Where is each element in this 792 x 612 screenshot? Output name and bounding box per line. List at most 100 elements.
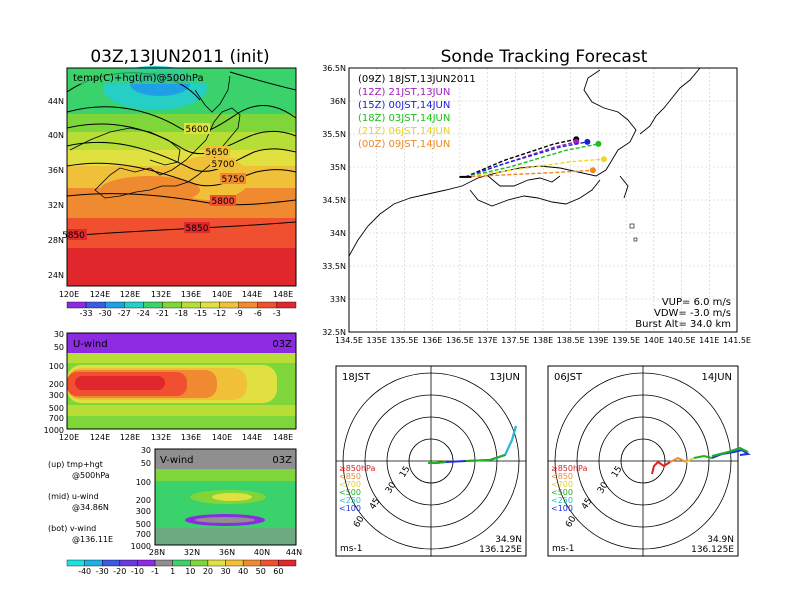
contour-label-5600: 5600 [184, 123, 210, 135]
note-bot-line1: (bot) v-wind [48, 524, 96, 533]
colorbar-swatch [85, 301, 106, 309]
colorbar-label: 20 [203, 567, 213, 576]
sonde-title: Sonde Tracking Forecast [441, 47, 648, 67]
map-500hpa-title: 03Z,13JUN2011 (init) [90, 47, 269, 67]
sonde-ytick: 34N [330, 229, 346, 238]
sonde-xtick: 138.5E [557, 336, 585, 345]
sonde-xtick: 135.5E [390, 336, 418, 345]
colorbar-label: -40 [78, 567, 91, 576]
colorbar-label: 60 [273, 567, 283, 576]
svg-text:5600: 5600 [186, 125, 209, 135]
svg-text:50: 50 [54, 343, 64, 352]
panel-notes: (up) tmp+hgt @500hPa (mid) u-wind @34.86… [48, 460, 113, 544]
svg-text:132E: 132E [151, 433, 171, 442]
sonde-ytick: 36N [330, 97, 346, 106]
colorbar-swatch [66, 559, 85, 567]
v-wind-label: V-wind [160, 455, 194, 466]
colorbar-label: -3 [273, 309, 281, 318]
colorbar-swatch [257, 301, 278, 309]
hodograph-06jst-panel: 15 30 45 60 06JST 14JUN ≥850hPa <850 <70… [547, 365, 751, 557]
v-wind-time: 03Z [272, 455, 292, 466]
svg-text:5800: 5800 [212, 197, 235, 207]
svg-text:5850: 5850 [186, 224, 209, 234]
note-up-line1: (up) tmp+hgt [48, 460, 103, 469]
hodo1-lat: 34.9N [495, 535, 522, 545]
u-wind-panel: U-wind 03Z [66, 332, 297, 430]
sonde-landing-point [589, 167, 596, 174]
legend-00z: (00Z) 09JST,14JUN [358, 139, 450, 150]
svg-text:120E: 120E [59, 433, 79, 442]
hodo2-legend-lt100: <100 [551, 504, 573, 513]
sonde-xtick: 139.5E [612, 336, 640, 345]
sonde-xtick: 135E [367, 336, 387, 345]
sonde-map-panel: (09Z) 18JST,13JUN2011 (12Z) 21JST,13JUN … [348, 67, 738, 333]
hodo1-legend-lt250: <250 [339, 496, 361, 505]
ytick-40n: 40N [48, 131, 64, 140]
xtick-136e: 136E [181, 290, 201, 299]
sonde-xtick: 137.5E [501, 336, 529, 345]
svg-text:700: 700 [49, 414, 64, 423]
sonde-track-line [465, 141, 588, 178]
colorbar-label: -21 [156, 309, 169, 318]
legend-21z: (21Z) 06JST,14JUN [358, 126, 450, 137]
colorbar-swatch [137, 559, 156, 567]
xtick-132e: 132E [151, 290, 171, 299]
legend-09z: (09Z) 18JST,13JUN2011 [358, 74, 476, 85]
svg-text:36N: 36N [219, 548, 235, 557]
contour-label-5650: 5650 [204, 146, 230, 158]
sonde-xtick: 134.5E [335, 336, 363, 345]
svg-text:300: 300 [136, 507, 151, 516]
hodo2-legend-850hpa: ≥850hPa [551, 464, 588, 473]
xtick-144e: 144E [242, 290, 262, 299]
annotation-vdw: VDW= -3.0 m/s [654, 308, 731, 319]
sonde-ytick: 33.5N [322, 262, 346, 271]
contour-label-5700: 5700 [210, 158, 236, 170]
hodo2-legend-lt700: <700 [551, 480, 573, 489]
colorbar-label: 10 [185, 567, 195, 576]
colorbar-label: -27 [118, 309, 131, 318]
colorbar-swatch [119, 559, 138, 567]
svg-text:30: 30 [141, 446, 151, 455]
colorbar-label: -15 [194, 309, 207, 318]
contour-label-850-edge: 5850 [62, 229, 87, 241]
sonde-landing-point [595, 140, 602, 147]
colorbar-label: -30 [99, 309, 112, 318]
svg-text:1000: 1000 [44, 426, 64, 435]
legend-12z: (12Z) 21JST,13JUN [358, 87, 450, 98]
sonde-xtick: 141.5E [723, 336, 751, 345]
svg-text:128E: 128E [120, 433, 140, 442]
colorbar-label: -9 [235, 309, 243, 318]
colorbar-label: -12 [213, 309, 226, 318]
svg-text:5700: 5700 [212, 160, 235, 170]
svg-text:100: 100 [49, 362, 64, 371]
svg-text:500: 500 [49, 404, 64, 413]
v-wind-panel: V-wind 03Z [154, 448, 297, 546]
svg-text:500: 500 [136, 520, 151, 529]
hodo2-lat: 34.9N [707, 535, 734, 545]
sonde-ytick: 36.5N [322, 64, 346, 73]
sonde-ytick: 35.5N [322, 130, 346, 139]
sonde-xtick: 140E [644, 336, 664, 345]
svg-text:700: 700 [136, 530, 151, 539]
colorbar-label: 30 [220, 567, 230, 576]
xtick-128e: 128E [120, 290, 140, 299]
sonde-xtick: 137E [477, 336, 497, 345]
svg-text:5750: 5750 [222, 175, 245, 185]
map-500hpa-xticks: 120E 124E 128E 132E 136E 140E 144E 148E [59, 290, 293, 299]
sonde-landing-point [600, 156, 607, 163]
svg-text:148E: 148E [273, 433, 293, 442]
svg-text:28N: 28N [149, 548, 165, 557]
hodo1-legend-lt100: <100 [339, 504, 361, 513]
note-mid-line2: @34.86N [72, 503, 109, 512]
hodo2-legend-lt850: <850 [551, 472, 573, 481]
svg-text:40N: 40N [254, 548, 270, 557]
svg-text:5850: 5850 [62, 231, 85, 241]
sonde-ytick: 34.5N [322, 196, 346, 205]
hodo1-lon: 136.125E [479, 545, 522, 555]
sonde-xtick: 139E [588, 336, 608, 345]
colorbar-swatch [102, 559, 121, 567]
colorbar-swatch [260, 559, 279, 567]
sonde-ytick: 35N [330, 163, 346, 172]
